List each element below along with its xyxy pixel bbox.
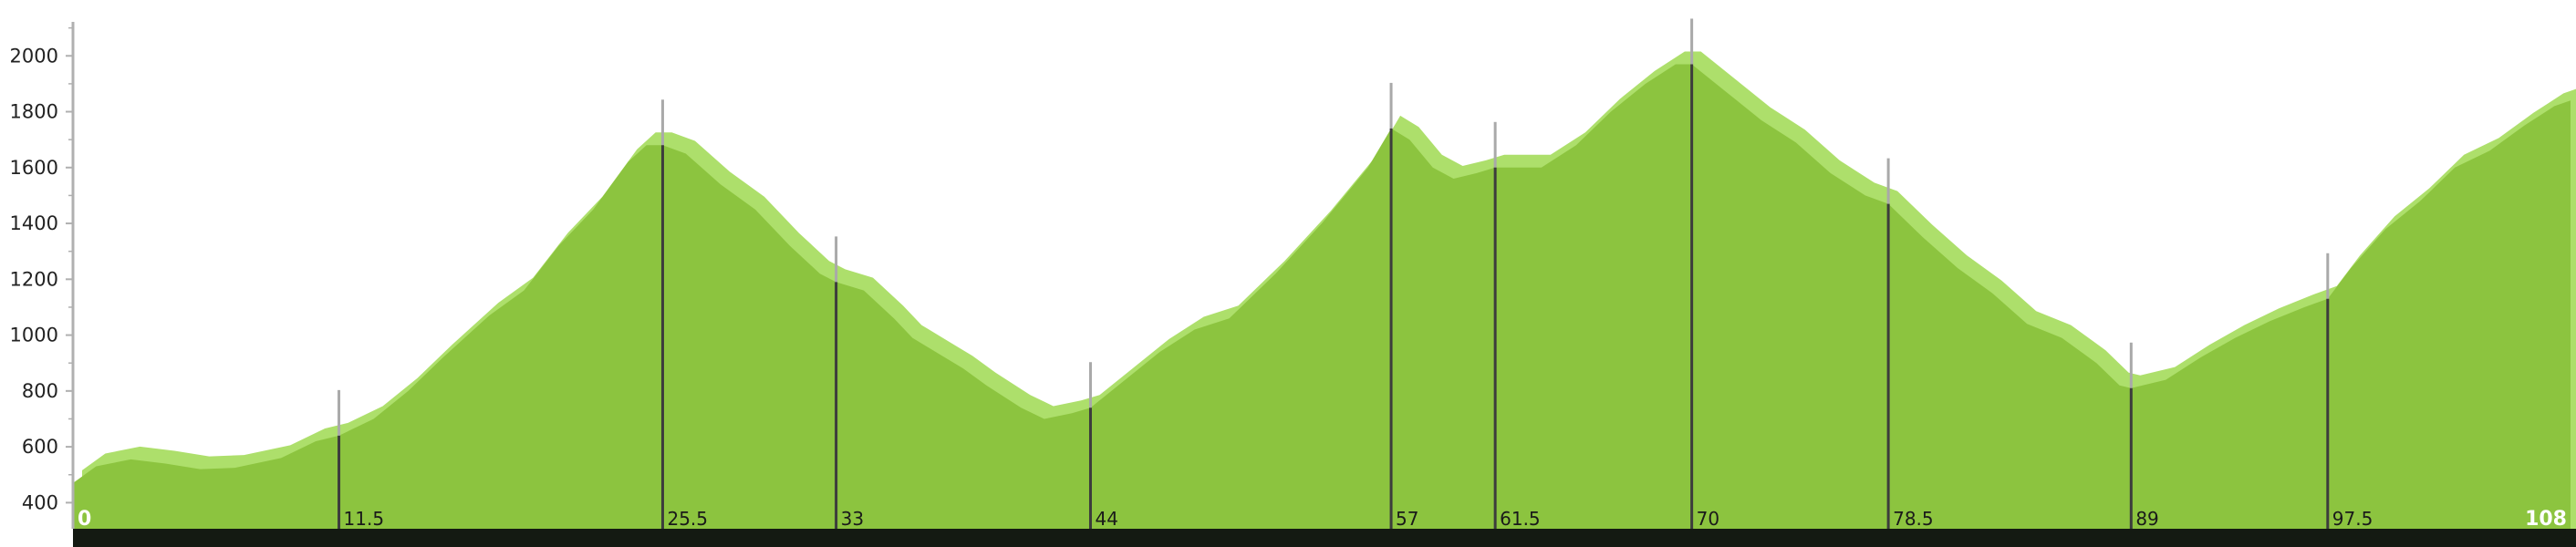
distance-label: 0	[78, 508, 91, 531]
distance-label: 57	[1396, 508, 1418, 530]
distance-label: 89	[2135, 508, 2158, 530]
y-tick-label: 1600	[10, 157, 58, 179]
distance-label: 97.5	[2332, 508, 2373, 530]
distance-label: 70	[1697, 508, 1719, 530]
distance-label: 11.5	[344, 508, 385, 530]
distance-label: 78.5	[1893, 508, 1934, 530]
distance-label: 44	[1095, 508, 1117, 530]
y-tick-label: 600	[22, 436, 58, 458]
y-tick-label: 400	[22, 491, 58, 513]
y-tick-label: 1800	[10, 101, 58, 123]
waypoint-markers	[338, 18, 2330, 529]
y-tick-label: 1000	[10, 325, 58, 346]
y-tick-label: 1400	[10, 212, 58, 234]
y-axis: 400 600 800 1000 1200 1400 1600 1800 2000	[10, 22, 75, 529]
y-tick-label: 2000	[10, 45, 58, 67]
y-tick-label: 800	[22, 380, 58, 402]
distance-label: 33	[841, 508, 864, 530]
distance-baseline-bar	[73, 529, 2576, 547]
elevation-area	[73, 64, 2571, 529]
elevation-dark-layer	[73, 64, 2571, 529]
distance-label: 25.5	[667, 508, 708, 530]
distance-label: 108	[2525, 508, 2567, 531]
distance-bar	[73, 529, 2576, 547]
distance-labels: 0 11.5 25.5 33 44 57 61.5 70 78.5 89 97.5 108	[78, 508, 2567, 531]
distance-label: 61.5	[1500, 508, 1541, 530]
y-tick-label: 1200	[10, 268, 58, 290]
